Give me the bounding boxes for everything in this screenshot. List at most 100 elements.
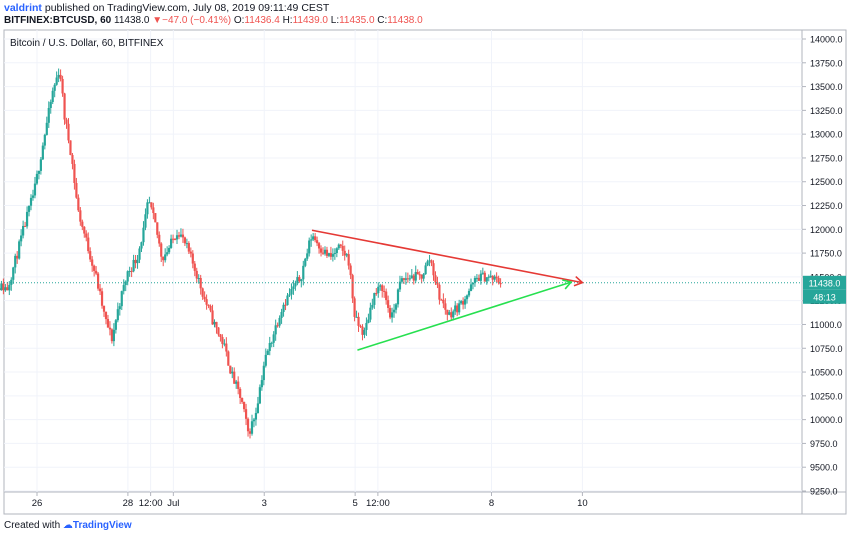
candle-body xyxy=(18,241,21,259)
candle-body xyxy=(244,409,248,419)
candle-body xyxy=(460,301,463,304)
candle-body xyxy=(231,371,234,374)
candle-body xyxy=(298,277,301,282)
price-tick-label: 12250.0 xyxy=(810,201,843,211)
candle-body xyxy=(134,259,137,264)
candle-body xyxy=(98,288,102,292)
candle-body xyxy=(381,285,384,291)
candle-body xyxy=(0,288,1,291)
candle-body xyxy=(389,307,392,318)
price-tick-label: 11750.0 xyxy=(810,249,842,259)
time-tick-label: 10 xyxy=(577,498,588,509)
candle-body xyxy=(286,295,289,306)
candle-body xyxy=(85,233,88,238)
time-tick-label: 3 xyxy=(262,498,267,509)
tradingview-brand[interactable]: TradingView xyxy=(72,520,132,531)
price-tick-label: 12000.0 xyxy=(810,225,843,235)
candle-body xyxy=(394,304,398,310)
candle-body xyxy=(323,249,327,254)
candle-body xyxy=(284,304,287,306)
candle-body xyxy=(69,140,72,155)
candle-body xyxy=(128,271,131,273)
candle-body xyxy=(215,321,218,328)
price-axis[interactable]: 14000.0 13750.0 13500.0 13250.0 13000.0 12750… xyxy=(802,35,846,497)
candle-body xyxy=(14,255,17,268)
candle-body xyxy=(124,281,127,286)
candle-body xyxy=(296,277,299,284)
candle-body xyxy=(438,284,441,300)
open-label: O: xyxy=(233,15,245,26)
candle-body xyxy=(314,236,317,241)
candle-body xyxy=(444,303,447,310)
candle-body xyxy=(221,336,224,344)
candle-body xyxy=(112,329,115,342)
last-price-label: 11438.0 xyxy=(809,278,841,288)
candle-body xyxy=(304,258,307,266)
candle-body xyxy=(169,238,173,248)
candle-body xyxy=(274,325,277,335)
price-tick-label: 9500.0 xyxy=(810,463,838,473)
candle-body xyxy=(175,235,179,240)
candle-body xyxy=(331,254,334,257)
candle-body xyxy=(166,252,169,255)
candle-body xyxy=(4,287,7,291)
price-tick-label: 10000.0 xyxy=(810,415,843,425)
candle-body xyxy=(400,278,404,282)
price-tick-label: 11000.0 xyxy=(810,320,842,330)
candle-body xyxy=(288,294,291,296)
candle-body xyxy=(477,277,480,281)
candle-body xyxy=(140,242,143,249)
candle-body xyxy=(248,431,252,434)
candle-body xyxy=(217,327,220,335)
candle-body xyxy=(2,283,5,291)
price-tick-label: 13000.0 xyxy=(810,130,843,140)
candle-body xyxy=(272,334,275,343)
chart-title: Bitcoin / U.S. Dollar, 60, BITFINEX xyxy=(10,38,164,49)
price-chart[interactable]: 14000.0 13750.0 13500.0 13250.0 13000.0 12750… xyxy=(0,28,850,516)
candle-body xyxy=(20,235,23,242)
candle-body xyxy=(53,84,56,91)
candle-body xyxy=(442,299,445,304)
candle-body xyxy=(371,304,374,308)
candle-body xyxy=(45,122,48,135)
candle-body xyxy=(242,401,246,410)
candle-body xyxy=(497,277,500,284)
candle-body xyxy=(266,350,269,355)
candle-body xyxy=(152,207,155,214)
candle-body xyxy=(250,421,254,434)
chart-header: valdrint published on TradingView.com, J… xyxy=(0,0,850,28)
candle-body xyxy=(96,273,100,289)
candle-body xyxy=(241,397,244,402)
candle-body xyxy=(481,272,484,274)
candle-body xyxy=(71,154,74,164)
candle-body xyxy=(110,329,114,342)
candle-body xyxy=(12,267,15,280)
time-axis[interactable]: 26 28 12:00 Jul 3 5 12:00 8 10 xyxy=(32,492,588,509)
candle-body xyxy=(43,134,46,146)
candle-body xyxy=(164,254,167,261)
low-value: 11435.0 xyxy=(339,15,375,26)
candle-body xyxy=(450,312,453,318)
candle-body xyxy=(209,305,212,311)
resistance-arrow xyxy=(573,275,584,287)
overlay-layer xyxy=(4,229,802,351)
candle-body xyxy=(229,365,232,374)
candle-body xyxy=(260,380,263,388)
candle-body xyxy=(177,235,181,237)
candle-body xyxy=(130,271,133,273)
footer: Created with ☁TradingView xyxy=(4,520,132,531)
candle-body xyxy=(452,311,455,318)
candle-body xyxy=(351,275,354,299)
price-change: ▼−47.0 (−0.41%) xyxy=(152,15,232,26)
price-tick-label: 13750.0 xyxy=(810,58,843,68)
candle-body xyxy=(256,403,260,414)
candle-body xyxy=(106,319,110,328)
candle-body xyxy=(458,303,461,313)
publish-info: valdrint published on TradingView.com, J… xyxy=(4,2,329,14)
candle-body xyxy=(171,238,175,240)
author-link[interactable]: valdrint xyxy=(4,2,42,14)
candle-body xyxy=(59,74,62,79)
candle-body xyxy=(495,276,498,278)
candle-body xyxy=(268,342,271,351)
candle-body xyxy=(375,293,378,295)
